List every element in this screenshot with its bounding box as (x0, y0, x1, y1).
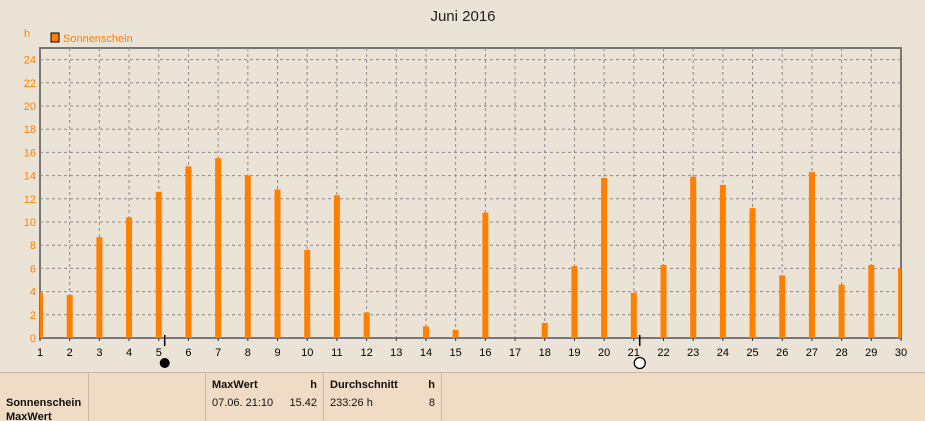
bar (749, 208, 756, 338)
bar (808, 172, 815, 338)
bar (66, 295, 73, 338)
x-tick-label: 6 (185, 347, 191, 359)
bar (40, 292, 43, 338)
x-tick-label: 5 (156, 347, 162, 359)
x-tick-label: 14 (420, 347, 432, 359)
x-tick-label: 21 (628, 347, 640, 359)
x-tick-label: 30 (895, 347, 907, 359)
x-tick-label: 11 (331, 347, 342, 359)
row-label-maxwert: MaxWert (6, 411, 52, 421)
chart-svg: Juni 2016 h Sonnenschein 024681012141618… (24, 8, 907, 370)
bar (541, 322, 548, 338)
avg-unit: h (428, 379, 435, 391)
bar (452, 329, 459, 338)
legend-swatch (50, 32, 60, 43)
x-tick-label: 3 (96, 347, 102, 359)
x-tick-label: 8 (245, 347, 251, 359)
avg-count: 8 (428, 397, 435, 409)
bar (155, 191, 162, 338)
avg-header: Durchschnitt (330, 379, 398, 391)
max-date: 07.06. 21:10 (212, 397, 274, 409)
full-moon-icon (633, 356, 646, 370)
bar (690, 176, 697, 338)
plot-frame (39, 47, 902, 339)
y-tick-label: 18 (24, 124, 36, 136)
stats-row-labels: Sonnenschein MaxWert (0, 373, 89, 421)
x-tick-label: 19 (568, 347, 580, 359)
bar (304, 249, 311, 338)
row-label-sonnenschein: Sonnenschein (6, 397, 82, 409)
x-tick-label: 27 (806, 347, 818, 359)
bar (571, 266, 578, 338)
max-header: MaxWert (212, 379, 258, 391)
bar (898, 268, 901, 338)
bar (630, 292, 637, 338)
bar (779, 275, 786, 338)
x-tick-label: 20 (598, 347, 610, 359)
x-tick-label: 16 (479, 347, 491, 359)
bar (719, 184, 726, 338)
x-tick-label: 23 (687, 347, 699, 359)
bar (274, 189, 281, 338)
stats-empty-column (89, 373, 206, 421)
y-tick-label: 4 (30, 287, 36, 299)
bar (363, 312, 370, 338)
x-tick-label: 24 (717, 347, 729, 359)
y-tick-label: 0 (30, 333, 36, 345)
bar (215, 158, 222, 338)
y-tick-label: 12 (24, 194, 36, 206)
x-tick-label: 26 (776, 347, 788, 359)
y-tick-label: 16 (24, 147, 36, 159)
y-tick-label: 2 (30, 310, 36, 322)
x-tick-label: 17 (509, 347, 521, 359)
y-axis-unit: h (24, 28, 30, 40)
x-tick-label: 2 (67, 347, 73, 359)
bar (482, 212, 489, 338)
x-tick-label: 25 (746, 347, 758, 359)
x-tick-label: 7 (215, 347, 221, 359)
chart-title: Juni 2016 (430, 8, 495, 25)
stats-average-column: Durchschnitt h 233:26 h 8 (324, 373, 442, 421)
bar (96, 237, 103, 338)
x-tick-label: 12 (360, 347, 372, 359)
bar (185, 166, 192, 338)
x-tick-label: 1 (37, 347, 43, 359)
y-tick-label: 24 (24, 55, 36, 67)
x-tick-label: 28 (835, 347, 847, 359)
x-tick-label: 13 (390, 347, 402, 359)
y-tick-label: 14 (24, 171, 36, 183)
bar (422, 326, 429, 338)
x-tick-label: 18 (539, 347, 551, 359)
x-tick-label: 15 (450, 347, 462, 359)
bar (868, 264, 875, 338)
new-moon-icon (159, 358, 170, 368)
bar (838, 284, 845, 338)
bar (126, 217, 133, 338)
y-tick-label: 8 (30, 240, 36, 252)
bar (244, 175, 251, 338)
bar (333, 195, 340, 338)
y-tick-label: 10 (24, 217, 36, 229)
x-tick-label: 10 (301, 347, 313, 359)
x-tick-label: 29 (865, 347, 877, 359)
max-value: 15.42 (289, 397, 317, 409)
chart: Juni 2016 h Sonnenschein 0 2 4 6 8 10 12 14 16 18… (24, 8, 907, 370)
stats-panel: Sonnenschein MaxWert MaxWert h 07.06. 21… (0, 372, 925, 421)
x-tick-label: 22 (657, 347, 669, 359)
x-tick-label: 4 (126, 347, 132, 359)
max-unit: h (310, 379, 317, 391)
stats-max-column: MaxWert h 07.06. 21:10 15.42 (206, 373, 324, 421)
y-tick-label: 20 (24, 101, 36, 113)
bar (660, 264, 667, 338)
y-tick-label: 22 (24, 78, 36, 90)
x-tick-label: 9 (274, 347, 280, 359)
avg-value: 233:26 h (330, 397, 373, 409)
legend: Sonnenschein (50, 32, 133, 45)
legend-label: Sonnenschein (63, 33, 133, 45)
bar (601, 177, 608, 338)
y-tick-label: 6 (30, 263, 36, 275)
